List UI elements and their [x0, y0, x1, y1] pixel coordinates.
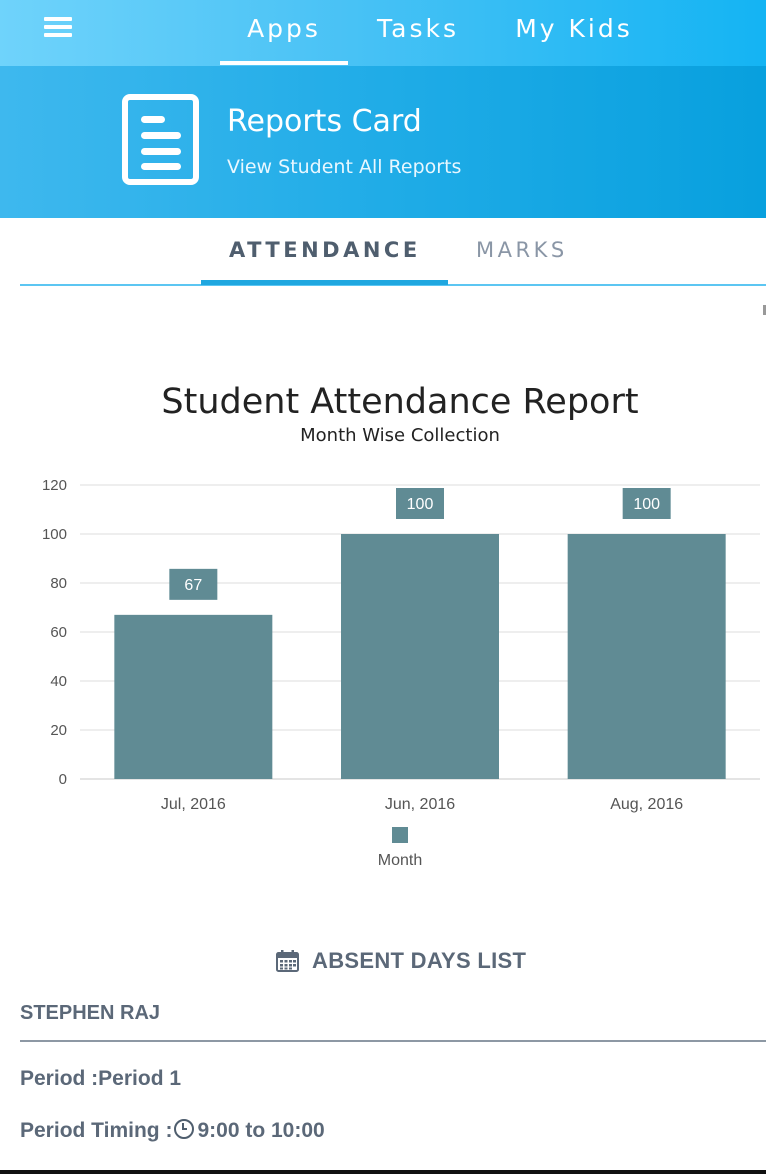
y-tick-label: 80	[50, 575, 67, 592]
y-tick-label: 0	[59, 771, 67, 788]
bottom-edge	[0, 1170, 766, 1174]
calendar-icon	[276, 950, 299, 972]
bar	[341, 534, 499, 779]
period-timing-value: 9:00 to 10:00	[197, 1119, 325, 1142]
report-header-banner: Reports Card View Student All Reports	[0, 66, 766, 218]
data-label-box	[169, 568, 218, 600]
page-title: Reports Card	[227, 104, 422, 139]
period-info: Period :Period 1	[20, 1067, 182, 1090]
page-subtitle: View Student All Reports	[227, 156, 462, 178]
period-timing: Period Timing : 9:00 to 10:00	[20, 1119, 325, 1143]
scroll-marker	[763, 305, 766, 315]
clock-icon	[174, 1119, 195, 1139]
chart-title: Student Attendance Report	[161, 382, 639, 422]
y-tick-label: 20	[50, 722, 67, 739]
student-divider	[20, 1040, 766, 1042]
bar	[567, 534, 726, 779]
hamburger-menu-icon[interactable]	[44, 17, 72, 41]
legend-swatch	[392, 827, 408, 843]
legend-label: Month	[378, 852, 422, 869]
data-label-box	[396, 488, 444, 519]
x-tick-label: Aug, 2016	[610, 796, 683, 813]
nav-tab-apps[interactable]: Apps	[247, 14, 321, 43]
student-name: STEPHEN RAJ	[20, 1002, 161, 1024]
period-timing-label: Period Timing :	[20, 1119, 173, 1142]
tab-marks[interactable]: MARKS	[476, 238, 568, 262]
x-tick-label: Jun, 2016	[385, 796, 455, 813]
report-tabs: ATTENDANCE MARKS	[0, 218, 766, 288]
y-tick-label: 120	[42, 477, 67, 494]
tab-attendance[interactable]: ATTENDANCE	[229, 238, 421, 262]
y-tick-label: 60	[50, 624, 67, 641]
data-label: 67	[184, 577, 202, 594]
y-tick-label: 100	[42, 526, 67, 543]
bar	[114, 614, 273, 779]
y-tick-label: 40	[50, 673, 67, 690]
nav-tab-my-kids[interactable]: My Kids	[515, 14, 633, 43]
attendance-bar-chart: 0 20 40 60 80 100 120 67 Jul, 2016 100 Jun, 2016 10…	[42, 477, 760, 869]
data-label: 100	[633, 496, 660, 513]
tabs-divider	[20, 284, 766, 286]
data-label: 100	[407, 496, 434, 513]
report-document-icon	[122, 94, 199, 185]
nav-active-indicator	[220, 61, 348, 65]
chart-subtitle: Month Wise Collection	[300, 425, 500, 446]
x-tick-label: Jul, 2016	[161, 796, 226, 813]
data-label-box	[622, 488, 671, 519]
tab-active-indicator	[201, 280, 448, 285]
top-nav-bar: Apps Tasks My Kids	[0, 0, 766, 66]
absent-days-label: ABSENT DAYS LIST	[312, 948, 527, 973]
nav-tab-tasks[interactable]: Tasks	[377, 14, 459, 43]
